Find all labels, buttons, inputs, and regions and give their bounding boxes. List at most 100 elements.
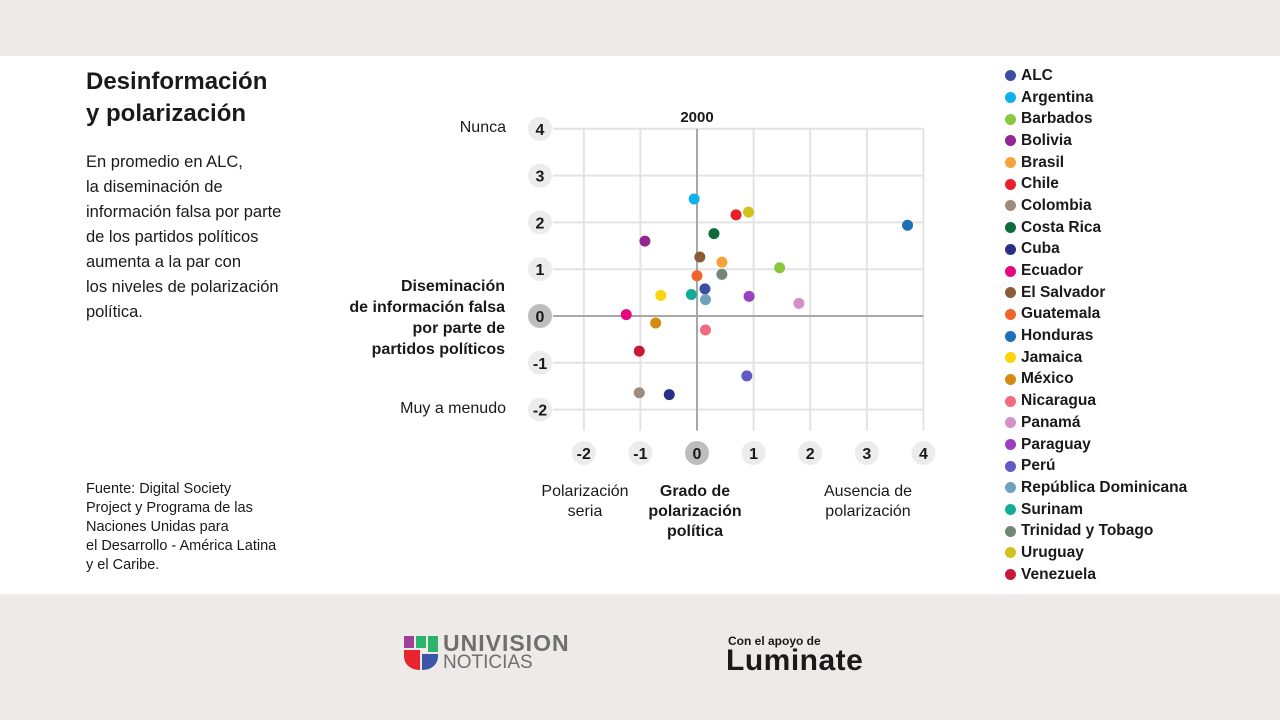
y-tick-label: 1 <box>536 262 545 279</box>
legend-label: Colombia <box>1021 196 1092 214</box>
x-tick-bubble <box>685 441 709 465</box>
text-line: los niveles de polarización <box>86 278 279 296</box>
x-tick-label: 1 <box>749 446 758 463</box>
point-brasil <box>716 256 728 268</box>
source-note: Fuente: Digital Society Project y Program… <box>86 480 316 575</box>
label-line: seria <box>567 503 603 520</box>
legend-item: Venezuela <box>1005 564 1187 586</box>
legend-dot-icon <box>1005 113 1016 125</box>
y-tick-label: 3 <box>536 169 545 186</box>
point-argentina <box>688 193 700 205</box>
legend-label: Brasil <box>1021 153 1065 171</box>
label-line: Polarización <box>541 483 629 500</box>
legend-item: El Salvador <box>1005 282 1187 304</box>
legend-label: Surinam <box>1021 500 1084 518</box>
legend-label: Argentina <box>1021 88 1094 106</box>
legend-item: Chile <box>1005 173 1187 195</box>
x-tick-label: 4 <box>919 446 928 463</box>
legend-label: Cuba <box>1021 240 1060 258</box>
y-axis-title: Diseminación de información falsa por part… <box>300 276 505 360</box>
univision-logo-icon <box>404 636 438 670</box>
legend-item: Brasil <box>1005 152 1187 174</box>
point-alc <box>699 283 711 295</box>
legend-item: Costa Rica <box>1005 217 1187 239</box>
legend-dot-icon <box>1005 504 1016 516</box>
legend-label: Bolivia <box>1021 131 1072 149</box>
y-tick-bubble <box>528 163 552 188</box>
legend-item: Ecuador <box>1005 260 1187 282</box>
point-república-dominicana <box>699 294 711 306</box>
x-tick-label: -1 <box>633 446 647 463</box>
point-chile <box>730 209 742 221</box>
legend-item: Colombia <box>1005 195 1187 217</box>
point-el-salvador <box>694 251 706 263</box>
legend-dot-icon <box>1005 287 1016 299</box>
legend-dot-icon <box>1005 373 1016 385</box>
text-line: Naciones Unidas para <box>86 519 229 535</box>
x-tick-bubble <box>911 441 936 465</box>
x-tick-bubble <box>854 441 879 465</box>
text-line: Diseminación <box>400 278 505 295</box>
legend-label: Jamaica <box>1021 348 1083 366</box>
y-tick-bubble <box>528 210 552 235</box>
x-tick-bubble <box>628 441 653 465</box>
text-line: Project y Programa de las <box>86 500 253 516</box>
legend-label: Venezuela <box>1021 565 1096 583</box>
text-line: información falsa por parte <box>86 203 282 221</box>
legend-label: República Dominicana <box>1021 478 1188 496</box>
y-tick-bubble <box>528 350 552 375</box>
legend: ALC Argentina Barbados Bolivia Brasil Chile Co… <box>1005 65 1187 586</box>
text-line: de información falsa <box>349 299 505 316</box>
x-axis-title: Grado de polarización política <box>635 482 755 542</box>
y-tick-label: 4 <box>536 122 545 139</box>
y-tick-bubble <box>528 397 552 422</box>
legend-label: Guatemala <box>1021 305 1101 323</box>
title-line: Desinformación <box>86 68 268 95</box>
legend-dot-icon <box>1005 330 1016 342</box>
point-méxico <box>650 317 662 329</box>
legend-item: Trinidad y Tobago <box>1005 520 1187 542</box>
legend-item: Uruguay <box>1005 542 1187 564</box>
x-tick-bubble <box>571 441 596 465</box>
legend-label: Paraguay <box>1021 435 1091 453</box>
y-top-label: Nunca <box>459 119 506 136</box>
legend-item: República Dominicana <box>1005 477 1187 499</box>
legend-item: Perú <box>1005 455 1187 477</box>
text-line: y el Caribe. <box>86 557 160 573</box>
x-left-label: Polarización seria <box>525 482 645 522</box>
point-paraguay <box>743 290 755 302</box>
legend-label: Trinidad y Tobago <box>1021 522 1154 540</box>
legend-item: Jamaica <box>1005 347 1187 369</box>
point-venezuela <box>633 345 645 357</box>
point-perú <box>741 370 753 382</box>
point-nicaragua <box>699 324 711 336</box>
x-tick-bubble <box>798 441 823 465</box>
x-tick-label: 2 <box>806 446 815 463</box>
legend-item: Nicaragua <box>1005 390 1187 412</box>
noticias-wordmark: NOTICIAS <box>443 652 533 673</box>
legend-dot-icon <box>1005 200 1016 212</box>
point-panamá <box>793 297 805 309</box>
point-colombia <box>633 387 645 399</box>
text-line: aumenta a la par con <box>86 253 242 271</box>
legend-item: Honduras <box>1005 325 1187 347</box>
legend-label: Costa Rica <box>1021 218 1102 236</box>
legend-dot-icon <box>1005 308 1016 320</box>
legend-dot-icon <box>1005 70 1016 82</box>
legend-item: Panamá <box>1005 412 1187 434</box>
legend-dot-icon <box>1005 157 1016 169</box>
x-tick-bubble <box>741 441 766 465</box>
point-ecuador <box>620 309 632 321</box>
point-honduras <box>902 219 914 231</box>
legend-label: Panamá <box>1021 413 1081 431</box>
y-tick-label: -2 <box>533 403 547 420</box>
label-line: política <box>666 523 723 540</box>
text-line: el Desarrollo - América Latina <box>86 538 277 554</box>
legend-item: ALC <box>1005 65 1187 87</box>
legend-dot-icon <box>1005 135 1016 147</box>
legend-dot-icon <box>1005 417 1016 429</box>
legend-item: Barbados <box>1005 108 1187 130</box>
text-line: de los partidos políticos <box>86 228 259 246</box>
legend-label: México <box>1021 370 1074 388</box>
